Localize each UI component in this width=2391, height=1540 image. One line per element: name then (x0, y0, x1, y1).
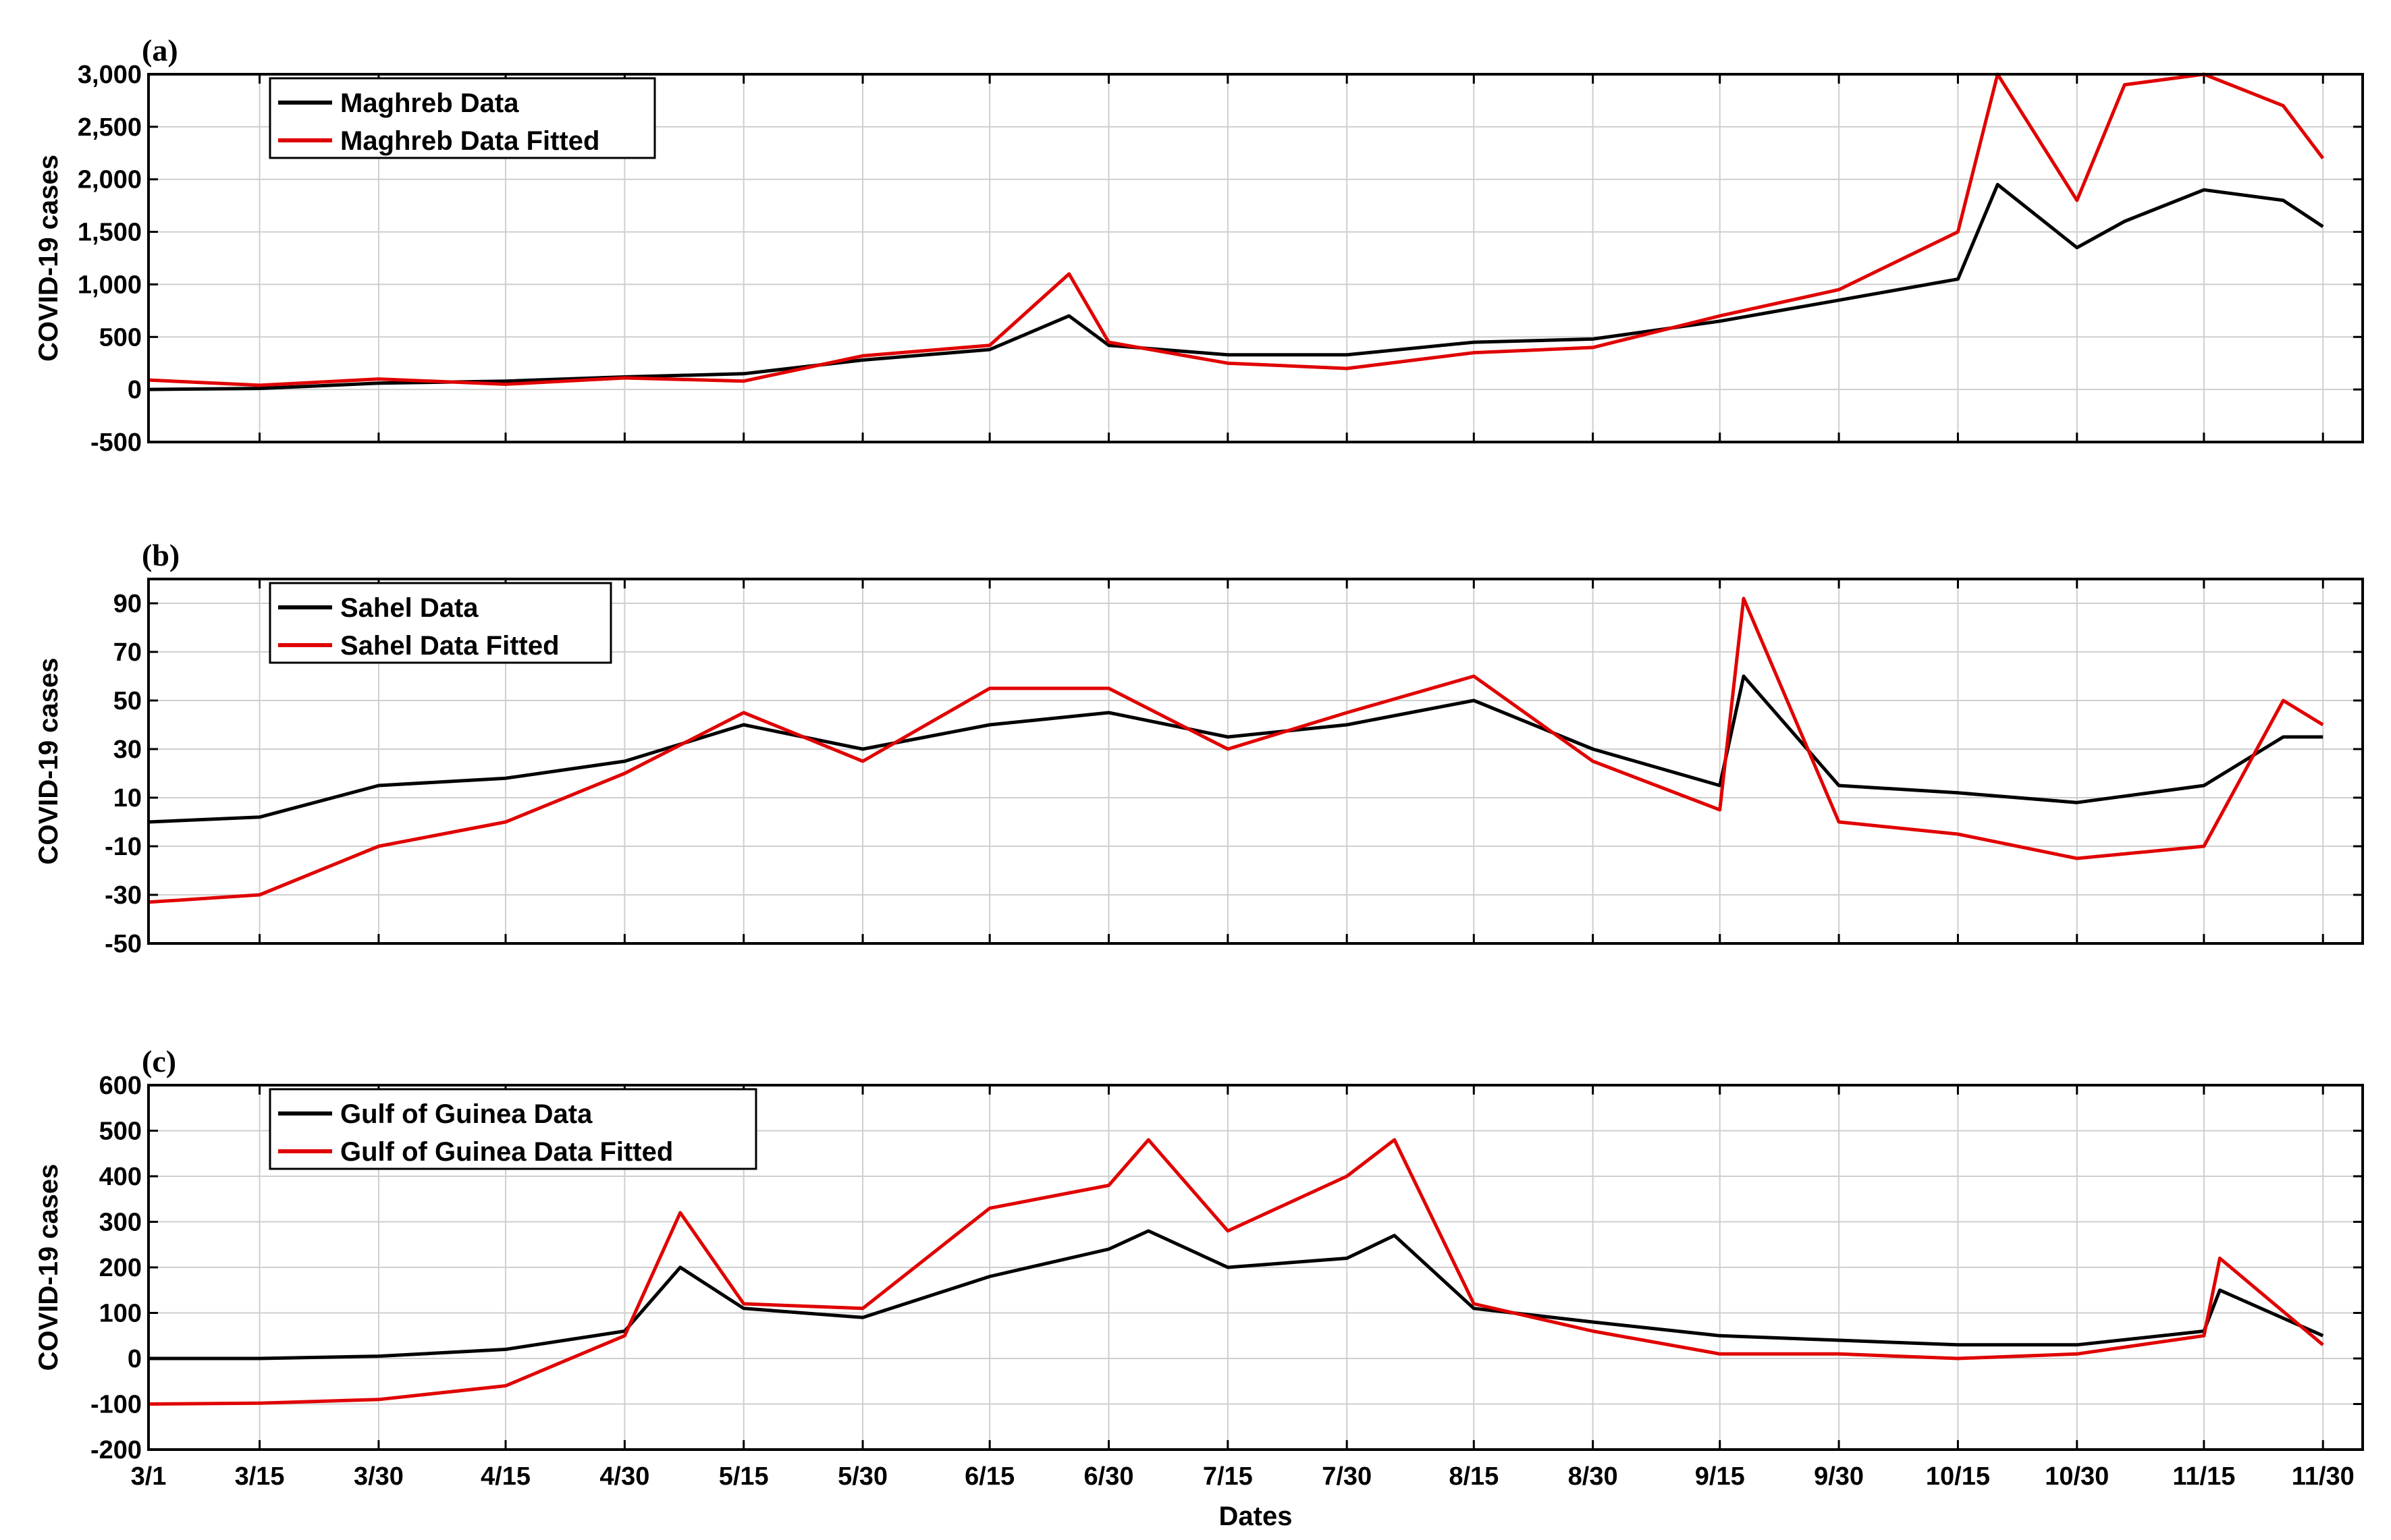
legend-entry: Sahel Data Fitted (340, 631, 560, 661)
legend-box (269, 1088, 757, 1170)
x-tick-label: 3/15 (235, 1462, 285, 1491)
x-tick-label: 6/30 (1084, 1462, 1134, 1491)
panel-b-chart: -50 -30 -10 10 30 50 70 90(b) COVID-19 cases Sahe… (34, 538, 2364, 958)
series-line-fitted (148, 1138, 2324, 1406)
y-tick-label: 2,000 (78, 166, 142, 194)
legend-entry: Maghreb Data (340, 88, 519, 118)
y-tick-label: 1,000 (78, 271, 142, 299)
series-line-fitted (148, 597, 2324, 904)
y-tick-label: -10 (105, 833, 142, 861)
series-line-data (148, 674, 2323, 824)
panel-label: (a) (142, 33, 178, 67)
y-tick-label: 200 (99, 1254, 142, 1282)
x-tick-label: 7/30 (1322, 1462, 1372, 1491)
x-tick-label: 4/15 (481, 1462, 531, 1491)
plot-frame (147, 578, 2364, 945)
y-tick-label: 70 (113, 638, 142, 667)
x-tick-label: 7/15 (1203, 1462, 1253, 1491)
x-tick-label: 3/1 (131, 1462, 167, 1491)
panel-a-chart: -500 0 500 1,000 1,500 2,000 2,500 3,000(a) COVI… (34, 33, 2364, 457)
y-tick-label: -30 (105, 881, 142, 910)
panel-label: (b) (142, 538, 180, 572)
y-tick-label: 400 (99, 1163, 142, 1191)
legend-box (269, 582, 612, 664)
x-tick-label: 4/30 (599, 1462, 649, 1491)
panel-label: (c) (142, 1044, 176, 1078)
y-tick-label: 0 (128, 376, 142, 404)
x-tick-label: 9/15 (1695, 1462, 1745, 1491)
y-axis-title: COVID-19 cases (34, 155, 63, 362)
legend-entry: Gulf of Guinea Data (340, 1099, 593, 1129)
y-tick-label: 500 (99, 1118, 142, 1146)
x-axis-title: Dates (1219, 1502, 1293, 1531)
y-tick-label: 300 (99, 1209, 142, 1237)
y-tick-label: -500 (90, 429, 142, 457)
legend: Maghreb Data Maghreb Data Fitted (269, 77, 656, 159)
x-tick-label: 5/30 (838, 1462, 888, 1491)
y-tick-label: -50 (105, 930, 142, 958)
legend-entry: Sahel Data (340, 593, 479, 623)
x-tick-label: 11/15 (2172, 1462, 2235, 1491)
y-tick-label: -100 (90, 1391, 142, 1419)
x-tick-label: 9/30 (1814, 1462, 1864, 1491)
y-tick-label: 1,500 (78, 219, 142, 247)
panel-c-chart: 3/1 3/15 3/30 4/15 4/30 5/15 5/30 6/15 6/30 7/15 7… (34, 1044, 2364, 1491)
y-tick-label: -200 (90, 1436, 142, 1464)
y-tick-label: 2,500 (78, 113, 142, 142)
series-line-fitted (148, 72, 2325, 387)
y-tick-label: 30 (113, 736, 142, 764)
y-tick-label: 50 (113, 687, 142, 715)
y-axis-title: COVID-19 cases (34, 1164, 63, 1371)
x-tick-label: 8/30 (1568, 1462, 1618, 1491)
x-tick-label: 3/30 (354, 1462, 404, 1491)
legend: Gulf of Guinea Data Gulf of Guinea Data F… (269, 1088, 757, 1170)
plot-frame (147, 73, 2364, 443)
y-tick-label: 500 (99, 323, 142, 352)
x-tick-label: 8/15 (1449, 1462, 1499, 1491)
y-tick-label: 3,000 (78, 61, 142, 89)
y-tick-label: 10 (113, 784, 142, 813)
series-line-data (148, 183, 2324, 391)
y-axis-title: COVID-19 cases (34, 658, 63, 865)
y-tick-label: 100 (99, 1300, 142, 1328)
legend-entry: Maghreb Data Fitted (340, 126, 599, 156)
series-line-data (149, 1229, 2324, 1360)
x-tick-label: 5/15 (719, 1462, 769, 1491)
x-tick-label: 10/15 (1926, 1462, 1990, 1491)
legend-box (269, 77, 656, 159)
legend-entry: Gulf of Guinea Data Fitted (340, 1137, 673, 1167)
x-tick-label: 10/30 (2045, 1462, 2109, 1491)
y-tick-label: 0 (128, 1345, 142, 1373)
y-tick-label: 90 (113, 590, 142, 618)
plot-frame (147, 1084, 2364, 1451)
legend: Sahel Data Sahel Data Fitted (269, 582, 612, 664)
x-tick-label: 11/30 (2292, 1462, 2355, 1491)
x-tick-label: 6/15 (965, 1462, 1015, 1491)
y-tick-label: 600 (99, 1072, 142, 1100)
